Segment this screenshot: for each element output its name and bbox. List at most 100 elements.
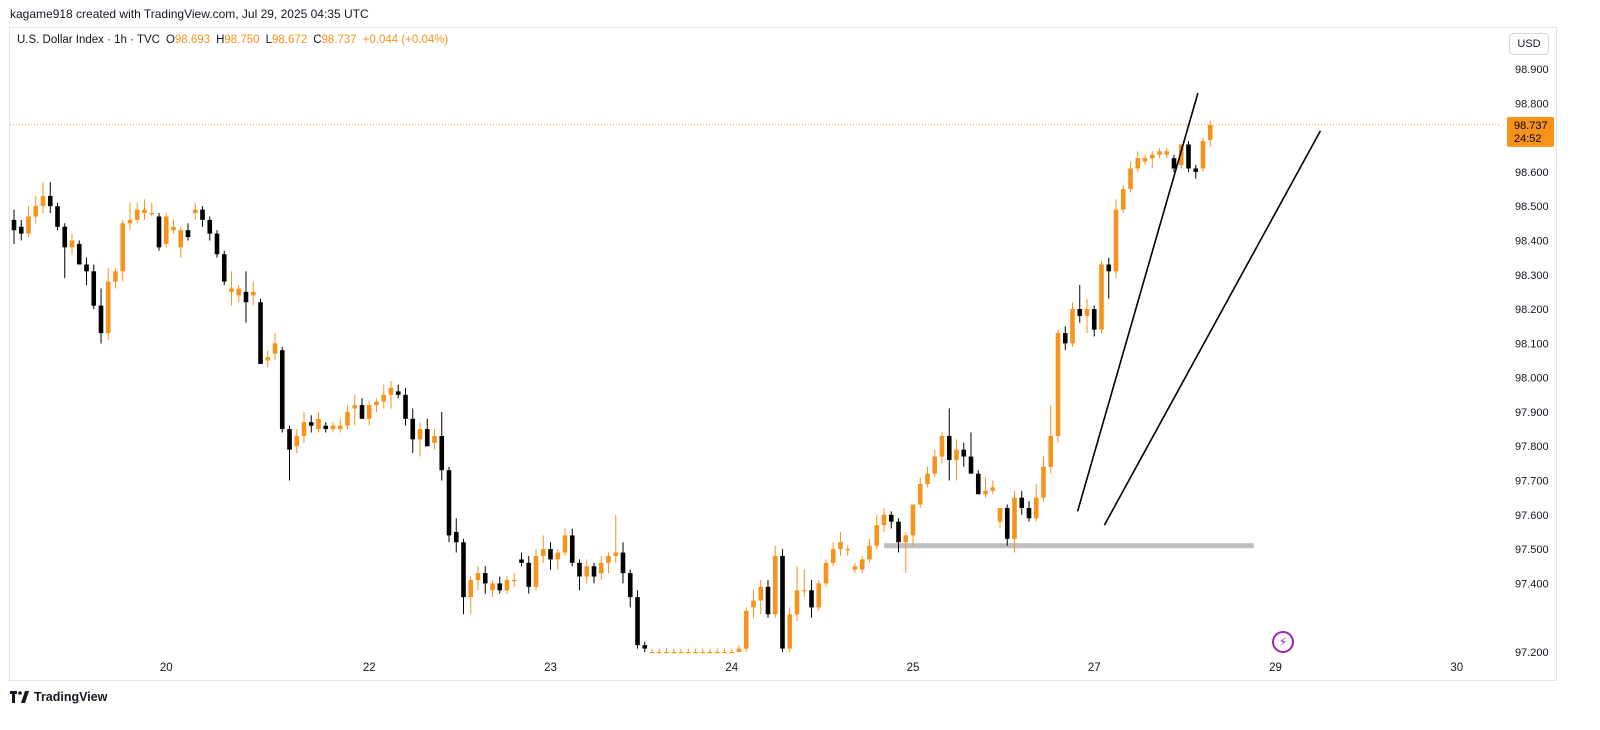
candle-body: [84, 264, 89, 272]
close-value: 98.737: [321, 34, 357, 46]
candle-body: [207, 219, 213, 234]
candle-body: [424, 429, 430, 447]
candle: [446, 466, 452, 543]
candle-body: [1077, 309, 1083, 316]
candle-body: [1207, 124, 1213, 140]
candle-body: [635, 597, 640, 646]
candle: [961, 442, 967, 467]
candle: [656, 648, 662, 654]
candle: [84, 257, 89, 286]
candle-body: [751, 600, 756, 608]
candle-body: [258, 302, 263, 364]
candle-body: [243, 291, 249, 303]
candle: [200, 206, 205, 227]
candle-body: [983, 490, 988, 495]
candle: [258, 298, 263, 364]
candle: [18, 219, 24, 241]
candle-body: [917, 483, 923, 505]
candle-body: [171, 226, 176, 231]
support-zone[interactable]: [884, 543, 1254, 549]
close-label: C: [313, 34, 322, 46]
candle-body: [446, 470, 452, 536]
candle-body: [1062, 333, 1068, 344]
candle-body: [403, 394, 408, 419]
candle: [497, 576, 503, 594]
lightning-icon[interactable]: ⚡: [1272, 631, 1294, 653]
candle: [1004, 504, 1010, 546]
candle: [410, 408, 416, 454]
candle: [1157, 147, 1162, 159]
y-tick-label: 97.400: [1515, 578, 1549, 590]
x-tick-label: 22: [363, 662, 376, 674]
candle-body: [1149, 154, 1155, 159]
candle-body: [765, 586, 771, 615]
candle-body: [105, 281, 111, 334]
candle: [881, 507, 887, 532]
candle-body: [388, 387, 394, 395]
candle-body: [504, 579, 510, 591]
time-axis: 20 22 23 24 25 27 29 30: [160, 662, 1463, 674]
candle: [1120, 185, 1126, 214]
candle-body: [533, 555, 539, 587]
candle-body: [1026, 507, 1032, 519]
candle: [903, 531, 909, 574]
y-tick-label: 98.600: [1515, 167, 1549, 179]
candle: [635, 590, 640, 649]
candle-body: [1157, 151, 1162, 155]
candle-body: [156, 216, 162, 248]
candle-body: [301, 422, 307, 436]
candle: [47, 182, 53, 214]
candle-body: [229, 288, 234, 292]
candle: [1048, 405, 1054, 474]
candle: [1135, 151, 1141, 172]
candle: [229, 271, 234, 306]
candle: [1171, 154, 1177, 172]
high-value: 98.750: [224, 34, 260, 46]
candle-body: [439, 435, 445, 471]
candle-body: [830, 549, 836, 563]
candle-body: [627, 573, 633, 598]
candle: [1128, 161, 1133, 193]
candle-body: [294, 435, 300, 447]
symbol-info[interactable]: U.S. Dollar Index · 1h · TVC: [17, 34, 160, 46]
candle: [439, 411, 445, 481]
candle-body: [932, 456, 938, 474]
candle: [823, 559, 829, 587]
candle-body: [468, 579, 474, 598]
candle: [250, 281, 256, 306]
candle-body: [700, 652, 706, 654]
candle-body: [910, 504, 916, 536]
candle: [359, 398, 365, 419]
candle: [171, 219, 176, 234]
candle-body: [1091, 309, 1097, 330]
candle: [192, 202, 198, 220]
candle-body: [620, 552, 626, 574]
candle: [511, 573, 517, 587]
candle-body: [69, 240, 75, 248]
candle-body: [497, 583, 503, 591]
candle-body: [359, 405, 365, 419]
candle-body: [613, 552, 619, 556]
candle: [1164, 147, 1170, 159]
candle-body: [250, 291, 256, 296]
currency-button[interactable]: USD: [1509, 33, 1549, 55]
candle: [591, 562, 597, 584]
candle: [700, 648, 706, 654]
candle-body: [55, 206, 60, 227]
candle-body: [192, 209, 198, 214]
footer-brand[interactable]: TradingView: [10, 690, 107, 704]
candle-body: [729, 652, 735, 654]
candle-body: [925, 473, 930, 484]
candle-body: [127, 219, 133, 224]
candle: [888, 511, 894, 529]
candle: [432, 429, 437, 450]
candle-body: [939, 435, 945, 457]
y-tick-label: 98.500: [1515, 201, 1549, 213]
candle-body: [482, 573, 488, 584]
candle-body: [98, 305, 104, 334]
candle-body: [374, 401, 379, 406]
candle-body: [287, 429, 292, 450]
candle: [323, 422, 329, 433]
candle-body: [649, 652, 655, 654]
